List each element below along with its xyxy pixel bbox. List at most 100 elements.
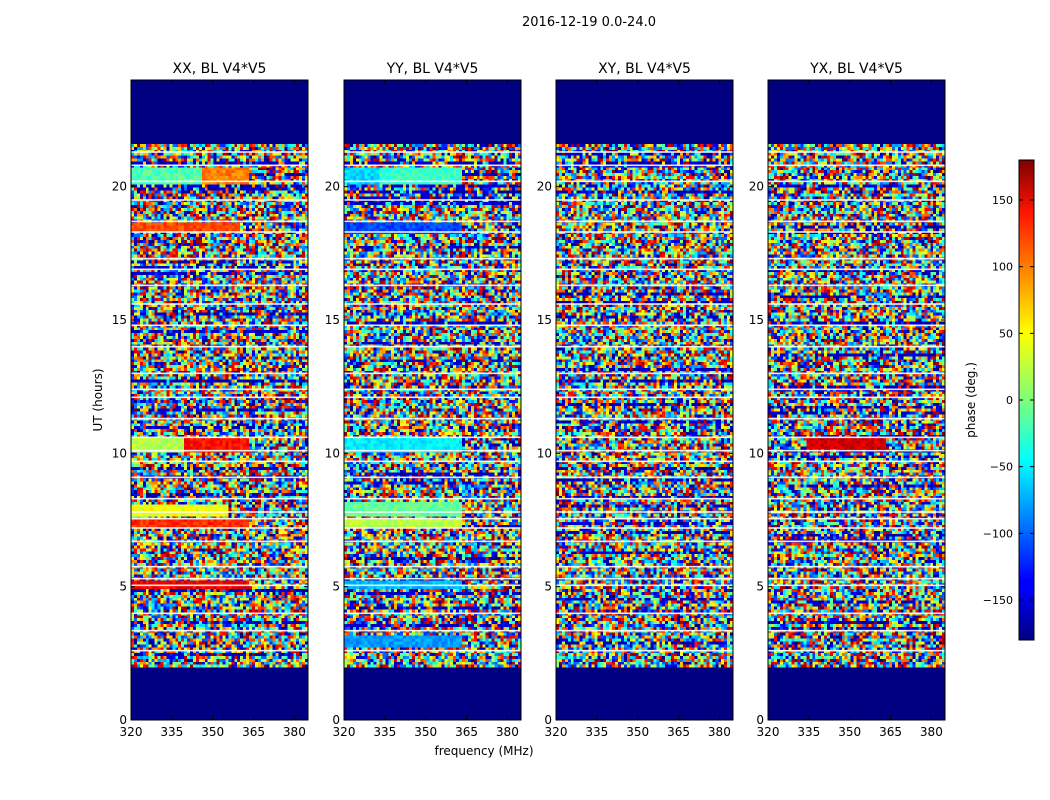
- flagged-row: [768, 324, 945, 327]
- flagged-row: [556, 199, 733, 201]
- panel-heatmap: [344, 80, 521, 720]
- x-axis-label: frequency (MHz): [434, 744, 533, 758]
- flagged-row: [556, 303, 733, 305]
- flagged-row: [556, 151, 733, 153]
- flagged-row: [131, 199, 308, 201]
- flagged-row: [344, 449, 521, 452]
- x-tick-label: 365: [455, 725, 478, 739]
- x-tick-label: 350: [626, 725, 649, 739]
- flagged-row: [131, 476, 308, 479]
- flagged-row: [344, 540, 521, 543]
- panel-frame: [130, 79, 309, 721]
- x-tick-label: 380: [283, 725, 306, 739]
- flagged-row: [556, 527, 733, 529]
- flagged-row: [344, 388, 521, 391]
- flagged-row: [131, 565, 308, 568]
- x-tick-label: 335: [797, 725, 820, 739]
- flagged-row: [131, 284, 308, 287]
- flagged-row: [344, 649, 521, 652]
- panel-title: YY, BL V4*V5: [386, 61, 479, 77]
- colorbar-tick-label: −150: [983, 594, 1013, 607]
- flagged-row: [131, 540, 308, 543]
- flagged-row: [131, 417, 308, 420]
- y-tick-label: 10: [749, 446, 764, 460]
- flagged-row: [344, 612, 521, 615]
- colorbar-label: phase (deg.): [964, 362, 978, 438]
- flagged-row: [556, 476, 733, 479]
- flagged-row: [556, 460, 733, 463]
- x-tick-label: 365: [242, 725, 265, 739]
- flagged-row: [344, 517, 521, 520]
- y-tick-label: 0: [544, 713, 552, 727]
- flagged-row: [556, 324, 733, 327]
- flagged-row: [768, 257, 945, 260]
- flagged-row: [768, 164, 945, 167]
- flagged-row: [556, 417, 733, 420]
- panel-1: XX, BL V4*V5 320 335 350 365 380 0 5 10 15 20: [112, 61, 309, 739]
- flagged-row: [768, 388, 945, 391]
- x-tick-label: 335: [373, 725, 396, 739]
- colorbar-tick-label: 50: [999, 327, 1013, 340]
- x-tick-label: 320: [120, 725, 143, 739]
- flagged-row: [131, 268, 308, 271]
- panel-heatmap: [556, 80, 733, 720]
- flagged-row: [768, 517, 945, 520]
- colorbar-tick-label: −100: [983, 527, 1013, 540]
- panel-frame: [767, 79, 946, 721]
- flagged-row: [768, 584, 945, 587]
- y-tick-label: 20: [112, 180, 127, 194]
- flagged-row: [131, 584, 308, 587]
- flagged-row: [344, 584, 521, 587]
- flagged-row: [768, 577, 945, 580]
- flagged-row: [131, 460, 308, 463]
- flagged-row: [344, 151, 521, 153]
- x-tick-label: 350: [838, 725, 861, 739]
- flagged-row: [131, 527, 308, 529]
- flagged-row: [768, 629, 945, 632]
- flagged-row: [344, 180, 521, 183]
- flagged-row: [556, 584, 733, 587]
- flagged-row: [768, 476, 945, 479]
- flagged-row: [131, 497, 308, 500]
- flagged-row: [131, 612, 308, 615]
- x-tick-label: 380: [708, 725, 731, 739]
- flagged-row: [768, 417, 945, 420]
- flagged-row: [344, 511, 521, 513]
- flagged-row: [344, 497, 521, 500]
- flagged-row: [131, 577, 308, 580]
- flagged-row: [768, 372, 945, 375]
- flagged-row: [131, 396, 308, 399]
- flagged-row: [344, 220, 521, 223]
- flagged-row: [556, 372, 733, 375]
- flagged-row: [768, 151, 945, 153]
- colorbar-ticks: −150 −100 −50 0 50 100 150: [983, 194, 1034, 607]
- y-tick-label: 0: [332, 713, 340, 727]
- y-tick-label: 10: [112, 446, 127, 460]
- flagged-row: [344, 396, 521, 399]
- colorbar-tick-label: −50: [990, 461, 1013, 474]
- flagged-row: [556, 629, 733, 632]
- y-tick-label: 15: [749, 313, 764, 327]
- flagged-row: [344, 565, 521, 568]
- flagged-row: [556, 231, 733, 233]
- flagged-row: [131, 649, 308, 652]
- x-tick-label: 320: [545, 725, 568, 739]
- y-tick-label: 20: [325, 180, 340, 194]
- flagged-row: [556, 649, 733, 652]
- flagged-row: [556, 388, 733, 391]
- y-tick-label: 5: [119, 580, 127, 594]
- flagged-row: [344, 284, 521, 287]
- flagged-row: [131, 151, 308, 153]
- figure-title: 2016-12-19 0.0-24.0: [522, 15, 656, 30]
- flagged-row: [131, 629, 308, 632]
- y-tick-label: 10: [537, 446, 552, 460]
- colorbar-tick-label: 100: [992, 261, 1013, 274]
- flagged-row: [344, 324, 521, 327]
- flagged-row: [768, 231, 945, 233]
- panel-3: XY, BL V4*V5 320 335 350 365 380 0 5 10 15 20: [537, 61, 734, 739]
- flagged-row: [768, 511, 945, 513]
- flagged-row: [768, 565, 945, 568]
- flagged-row: [768, 303, 945, 305]
- flagged-row: [768, 460, 945, 463]
